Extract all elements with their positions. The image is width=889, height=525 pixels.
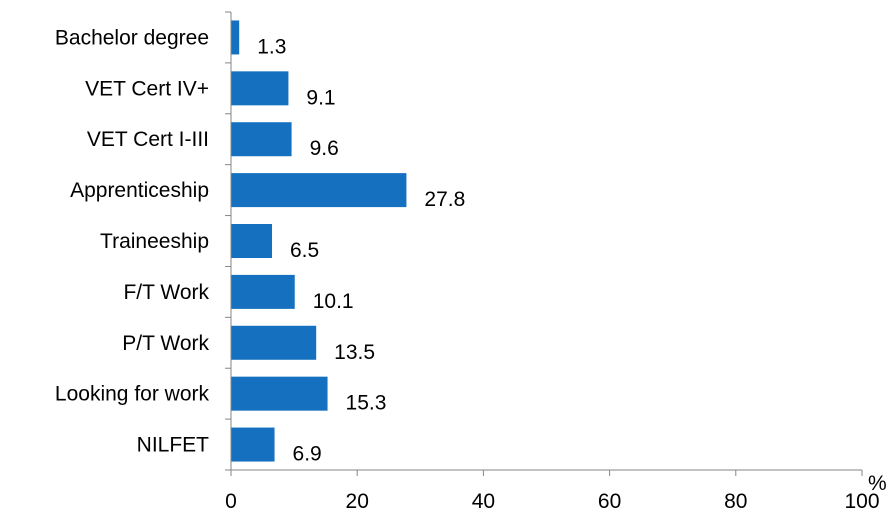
bar-0 [231, 20, 240, 55]
x-tick-label: 80 [724, 490, 747, 513]
category-label: Traineeship [100, 230, 209, 253]
x-tick-label: 20 [346, 490, 369, 513]
bar-3 [231, 173, 407, 208]
x-tick-label: 40 [472, 490, 495, 513]
bar-6 [231, 325, 317, 360]
data-label: 10.1 [313, 290, 354, 313]
x-tick-label: 60 [598, 490, 621, 513]
data-label: 6.5 [290, 239, 319, 262]
bar-7 [231, 376, 328, 411]
x-axis-unit-label: % [868, 472, 887, 495]
data-label: 15.3 [346, 392, 387, 415]
x-tick-label: 100 [844, 490, 879, 513]
data-label: 9.6 [310, 137, 339, 160]
bars-group [231, 20, 407, 462]
category-label: P/T Work [122, 332, 209, 355]
data-label: 13.5 [334, 341, 375, 364]
axes-group [225, 11, 863, 476]
category-label: VET Cert I-III [87, 128, 209, 151]
bar-4 [231, 224, 273, 258]
category-label: VET Cert IV+ [85, 77, 209, 100]
bar-1 [231, 71, 289, 106]
bar-2 [231, 122, 292, 157]
data-label: 9.1 [306, 86, 335, 109]
category-label: NILFET [137, 434, 210, 457]
data-label: 6.9 [293, 443, 322, 466]
x-tick-label: 0 [225, 490, 237, 513]
category-label: Bachelor degree [55, 26, 209, 49]
labels-group: Bachelor degree 1.3 VET Cert IV+ 9.1 VET Cer… [55, 26, 880, 513]
bar-8 [231, 427, 275, 462]
category-label: Looking for work [55, 383, 210, 406]
data-label: 27.8 [424, 188, 465, 211]
data-label: 1.3 [257, 35, 286, 58]
category-label: F/T Work [123, 281, 209, 304]
bar-5 [231, 274, 295, 309]
category-label: Apprenticeship [70, 179, 209, 202]
